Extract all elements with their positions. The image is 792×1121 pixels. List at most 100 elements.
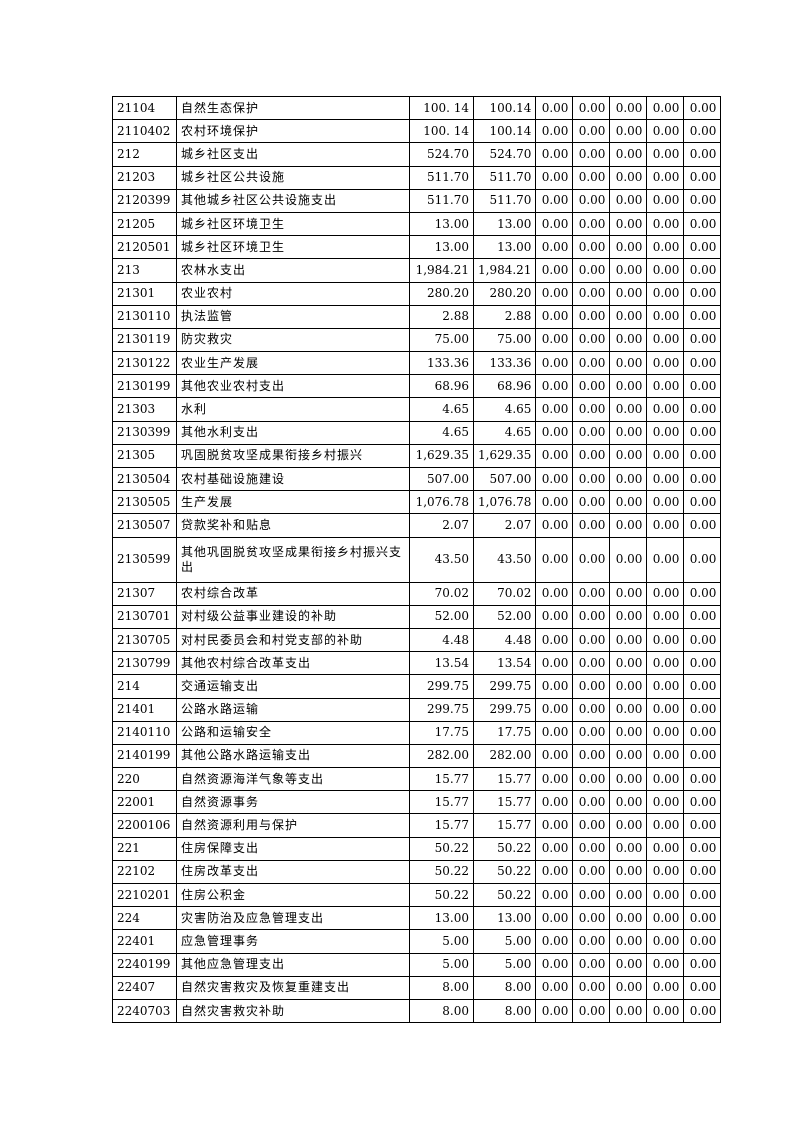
zero-cell-1: 0.00 — [535, 95, 574, 121]
zero-cell-4: 0.00 — [646, 397, 685, 422]
table-row: 21401 公路水路运输 299.75 299.75 0.00 0.00 0.00 0.00 0… — [112, 697, 722, 722]
zero-cell-5: 0.00 — [683, 767, 722, 792]
code-cell: 2130507 — [112, 513, 177, 538]
zero-cell-4: 0.00 — [646, 790, 685, 815]
zero-cell-5: 0.00 — [683, 466, 722, 492]
zero-cell-5: 0.00 — [683, 374, 722, 399]
zero-cell-2: 0.00 — [572, 581, 611, 606]
name-cell: 自然生态保护 — [176, 95, 410, 121]
zero-cell-5: 0.00 — [683, 651, 722, 676]
zero-cell-5: 0.00 — [683, 142, 722, 167]
zero-cell-5: 0.00 — [683, 235, 722, 260]
amount-total-cell: 299.75 — [409, 674, 474, 699]
name-cell: 城乡社区支出 — [176, 142, 410, 167]
code-cell: 2140199 — [112, 743, 177, 769]
zero-cell-5: 0.00 — [683, 859, 722, 885]
code-cell: 21305 — [112, 443, 177, 469]
zero-cell-1: 0.00 — [535, 674, 574, 699]
zero-cell-2: 0.00 — [572, 651, 611, 676]
table-row: 2130701 对村级公益事业建设的补助 52.00 52.00 0.00 0.00 0.0… — [112, 604, 722, 629]
zero-cell-5: 0.00 — [683, 258, 722, 283]
zero-cell-3: 0.00 — [609, 581, 648, 606]
amount-total-cell: 50.22 — [409, 859, 474, 885]
name-cell: 城乡社区环境卫生 — [176, 211, 410, 237]
zero-cell-5: 0.00 — [683, 952, 722, 977]
zero-cell-5: 0.00 — [683, 581, 722, 606]
amount-cell: 68.96 — [472, 374, 537, 399]
amount-cell: 5.00 — [472, 952, 537, 977]
zero-cell-2: 0.00 — [572, 490, 611, 515]
amount-total-cell: 5.00 — [409, 929, 474, 954]
name-cell: 农村环境保护 — [176, 119, 410, 144]
zero-cell-5: 0.00 — [683, 95, 722, 121]
zero-cell-1: 0.00 — [535, 258, 574, 283]
amount-total-cell: 15.77 — [409, 790, 474, 815]
zero-cell-1: 0.00 — [535, 397, 574, 422]
zero-cell-5: 0.00 — [683, 443, 722, 469]
zero-cell-2: 0.00 — [572, 697, 611, 722]
zero-cell-5: 0.00 — [683, 697, 722, 722]
table-row: 214 交通运输支出 299.75 299.75 0.00 0.00 0.00 0.00 0.0… — [112, 674, 722, 699]
zero-cell-4: 0.00 — [646, 859, 685, 885]
amount-cell: 75.00 — [472, 327, 537, 353]
amount-cell: 100.14 — [472, 95, 537, 121]
amount-total-cell: 100. 14 — [409, 95, 474, 121]
zero-cell-2: 0.00 — [572, 743, 611, 769]
amount-cell: 299.75 — [472, 697, 537, 722]
name-cell: 自然资源海洋气象等支出 — [176, 767, 410, 792]
zero-cell-3: 0.00 — [609, 536, 648, 583]
amount-total-cell: 1,984.21 — [409, 258, 474, 283]
code-cell: 220 — [112, 767, 177, 792]
zero-cell-5: 0.00 — [683, 327, 722, 353]
amount-cell: 5.00 — [472, 929, 537, 954]
amount-total-cell: 52.00 — [409, 604, 474, 629]
zero-cell-3: 0.00 — [609, 235, 648, 260]
amount-cell: 2.88 — [472, 304, 537, 329]
zero-cell-1: 0.00 — [535, 651, 574, 676]
zero-cell-2: 0.00 — [572, 165, 611, 190]
name-cell: 城乡社区公共设施 — [176, 165, 410, 190]
zero-cell-2: 0.00 — [572, 859, 611, 885]
zero-cell-5: 0.00 — [683, 906, 722, 931]
zero-cell-2: 0.00 — [572, 119, 611, 144]
zero-cell-4: 0.00 — [646, 813, 685, 838]
name-cell: 住房保障支出 — [176, 836, 410, 861]
zero-cell-3: 0.00 — [609, 604, 648, 629]
table-row: 22001 自然资源事务 15.77 15.77 0.00 0.00 0.00 0.00 0.0… — [112, 790, 722, 815]
amount-cell: 13.00 — [472, 235, 537, 260]
zero-cell-2: 0.00 — [572, 188, 611, 213]
zero-cell-2: 0.00 — [572, 397, 611, 422]
name-cell: 农村基础设施建设 — [176, 466, 410, 492]
name-cell: 其他公路水路运输支出 — [176, 743, 410, 769]
name-cell: 应急管理事务 — [176, 929, 410, 954]
amount-cell: 13.00 — [472, 211, 537, 237]
table-row: 2240703 自然灾害救灾补助 8.00 8.00 0.00 0.00 0.00 0.00 0… — [112, 998, 722, 1024]
amount-cell: 1,984.21 — [472, 258, 537, 283]
zero-cell-3: 0.00 — [609, 327, 648, 353]
amount-total-cell: 13.00 — [409, 906, 474, 931]
amount-total-cell: 43.50 — [409, 536, 474, 583]
zero-cell-1: 0.00 — [535, 697, 574, 722]
code-cell: 2130399 — [112, 420, 177, 445]
amount-total-cell: 17.75 — [409, 720, 474, 745]
zero-cell-2: 0.00 — [572, 351, 611, 376]
zero-cell-1: 0.00 — [535, 581, 574, 606]
zero-cell-1: 0.00 — [535, 952, 574, 977]
amount-total-cell: 299.75 — [409, 697, 474, 722]
budget-table-body: 21104 自然生态保护 100. 14 100.14 0.00 0.00 0.00 0.00… — [112, 95, 722, 1024]
zero-cell-4: 0.00 — [646, 998, 685, 1024]
zero-cell-3: 0.00 — [609, 952, 648, 977]
zero-cell-5: 0.00 — [683, 397, 722, 422]
code-cell: 2130705 — [112, 627, 177, 653]
name-cell: 自然资源利用与保护 — [176, 813, 410, 838]
zero-cell-2: 0.00 — [572, 304, 611, 329]
code-cell: 21307 — [112, 581, 177, 606]
amount-total-cell: 75.00 — [409, 327, 474, 353]
name-cell: 农村综合改革 — [176, 581, 410, 606]
zero-cell-1: 0.00 — [535, 790, 574, 815]
zero-cell-1: 0.00 — [535, 513, 574, 538]
table-row: 2130599 其他巩固脱贫攻坚成果衔接乡村振兴支出 43.50 43.50 0.00 0… — [112, 536, 722, 583]
name-cell: 公路水路运输 — [176, 697, 410, 722]
zero-cell-3: 0.00 — [609, 258, 648, 283]
zero-cell-1: 0.00 — [535, 374, 574, 399]
